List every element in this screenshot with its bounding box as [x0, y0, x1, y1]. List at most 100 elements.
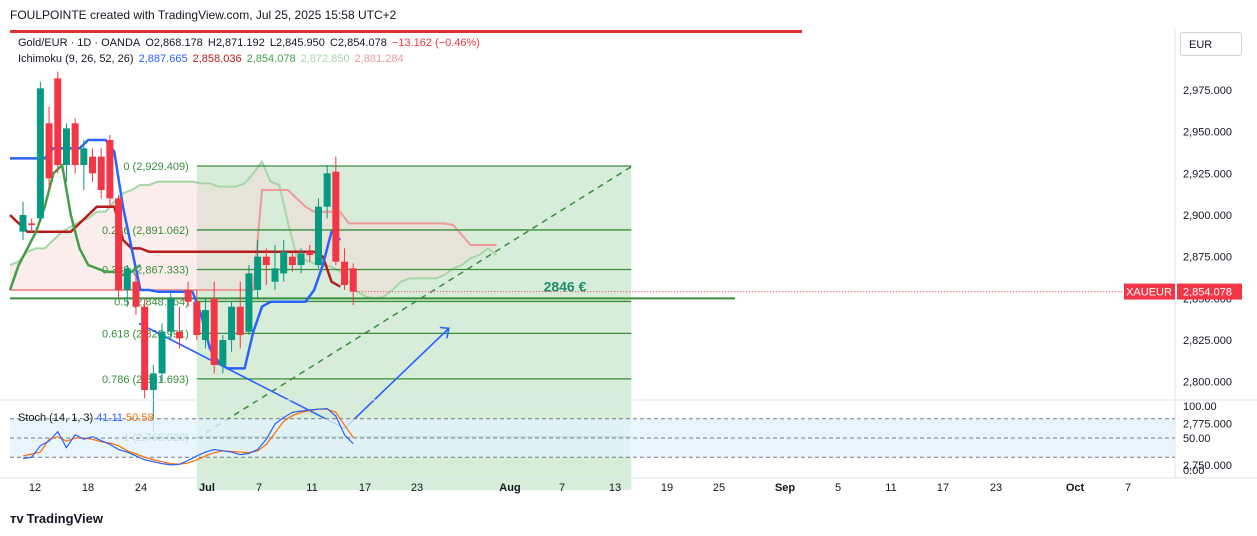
currency-selector[interactable]: EUR	[1180, 32, 1242, 56]
candle-body	[36, 88, 44, 219]
price-tick-label: 2,825.000	[1183, 335, 1232, 347]
candle-body	[62, 128, 70, 166]
candle-body	[236, 306, 244, 336]
stoch-d-line	[22, 408, 354, 465]
candle-body	[132, 281, 140, 307]
candle	[19, 201, 27, 241]
time-tick-label: 17	[359, 482, 371, 494]
arrow-up-line	[343, 327, 450, 429]
candle	[201, 298, 209, 349]
candle-body	[332, 171, 340, 262]
candle-body	[54, 78, 62, 166]
symbol-tag-text: XAUEUR	[1126, 287, 1172, 299]
candle	[62, 123, 70, 182]
time-tick-label: Jul	[199, 482, 215, 494]
candle-body	[175, 331, 183, 339]
candle	[332, 156, 340, 266]
candle-body	[97, 156, 105, 191]
symbol-name: Gold/EUR · 1D · OANDA	[18, 37, 141, 49]
stoch-axis-label: 50.00	[1183, 433, 1211, 445]
stoch-k-value: 41.11	[96, 412, 126, 424]
candle	[210, 281, 218, 374]
time-tick-label: 25	[713, 482, 725, 494]
candle-body	[297, 253, 305, 266]
time-tick-label: 12	[29, 482, 41, 494]
candle-body	[280, 251, 288, 274]
time-tick-label: 23	[411, 482, 423, 494]
time-tick-label: 11	[306, 482, 317, 494]
ohlc-change: −13.162 (−0.46%)	[391, 37, 480, 49]
candle-body	[306, 251, 314, 256]
candles	[19, 71, 357, 432]
tradingview-logo: ᴛv TradingView	[10, 511, 103, 526]
candle-body	[262, 256, 270, 266]
symbol-legend[interactable]: Gold/EUR · 1D · OANDA O2,868.178 H2,871.…	[18, 37, 482, 49]
candle-body	[71, 123, 79, 166]
ichimoku-legend[interactable]: Ichimoku (9, 26, 52, 26) 2,887.665 2,858…	[18, 53, 406, 65]
candle	[288, 251, 296, 272]
candle-body	[158, 331, 166, 374]
candle	[80, 140, 88, 191]
ichimoku-tenkan-value: 2,887.665	[138, 53, 188, 65]
price-tag-bg	[1177, 283, 1242, 300]
candle-body	[141, 306, 149, 391]
ichimoku-kijun-value: 2,858.036	[192, 53, 242, 65]
price-tick-label: 2,775.000	[1183, 418, 1232, 430]
candle-body	[341, 261, 349, 286]
candle	[254, 240, 262, 299]
candle-body	[106, 140, 114, 199]
candle	[271, 245, 279, 291]
time-tick-label: 17	[937, 482, 949, 494]
candle-body	[254, 256, 262, 291]
symbol-tag-bg	[1124, 283, 1175, 300]
candle-body	[349, 268, 357, 292]
candle-body	[193, 301, 201, 336]
price-tick-label: 2,975.000	[1183, 85, 1232, 97]
time-tick-label: 23	[990, 482, 1002, 494]
dashed-trendline	[196, 166, 632, 440]
candle-body	[45, 123, 53, 179]
price-tick-label: 2,875.000	[1183, 252, 1232, 264]
candle-body	[115, 198, 123, 291]
ohlc-open: O2,868.178	[145, 37, 203, 49]
candle	[262, 248, 270, 286]
ohlc-close: C2,854.078	[329, 37, 387, 49]
candle	[314, 198, 322, 269]
ichimoku-span-b-value: 2,881.284	[354, 53, 404, 65]
candle-body	[271, 268, 279, 282]
price-tag-value: 2,854.078	[1183, 287, 1232, 299]
candle	[219, 335, 227, 374]
chart-overlay: XAUEUR 2,854.078	[353, 283, 1242, 300]
candle	[45, 106, 53, 191]
stoch-legend: Stoch (14, 1, 3) 41.11 50.58	[18, 412, 154, 424]
time-tick-label: Aug	[499, 482, 520, 494]
arrow-head-icon	[439, 326, 450, 339]
candle	[349, 263, 357, 306]
candle	[54, 71, 62, 174]
stoch-axis-label: 100.00	[1183, 401, 1217, 413]
candle-body	[245, 273, 253, 332]
candle	[28, 218, 36, 232]
stochastic-pane: 100.00 50.00 0.00 Stoch (14, 1, 3) 41.11 50…	[0, 399, 1257, 477]
candle-body	[219, 340, 227, 366]
candle	[106, 135, 114, 207]
time-tick-label: 7	[256, 482, 262, 494]
time-tick-label: 11	[885, 482, 896, 494]
candle-body	[80, 148, 88, 166]
time-tick-label: 18	[82, 482, 94, 494]
candle	[297, 248, 305, 274]
candle	[36, 81, 44, 222]
candle-body	[19, 215, 27, 232]
chart-title: FOULPOINTE created with TradingView.com,…	[10, 8, 397, 22]
candle	[228, 301, 236, 352]
candle	[158, 323, 166, 382]
candle-body	[89, 156, 97, 174]
price-tick-label: 2,950.000	[1183, 127, 1232, 139]
senkou-span-a-line	[9, 159, 498, 300]
candle-body	[201, 310, 209, 341]
fib-level-label: 0.382 (2,867.333)	[102, 264, 189, 276]
candle	[236, 281, 244, 349]
time-tick-label: Oct	[1066, 482, 1085, 494]
candle-body	[314, 206, 322, 266]
